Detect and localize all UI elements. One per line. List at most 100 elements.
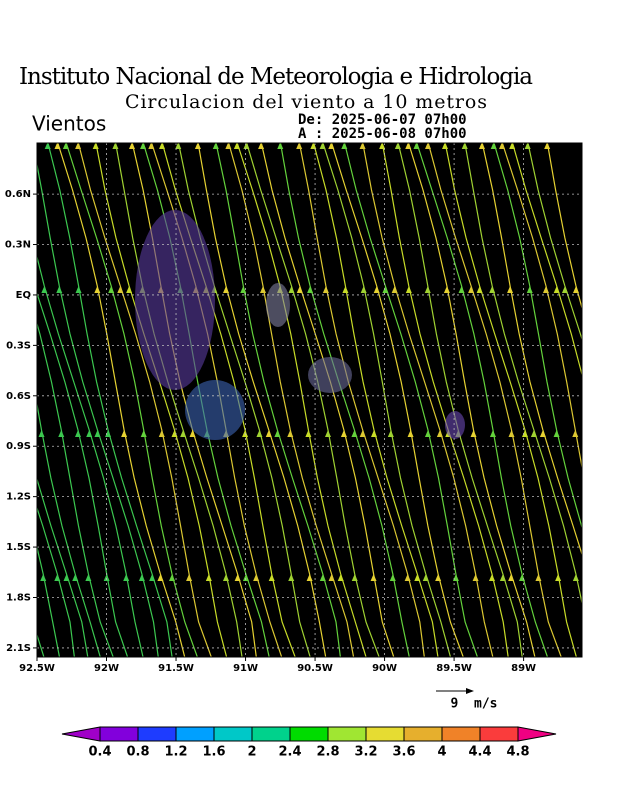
streamline-arrow [594, 574, 600, 581]
streamline-arrow [405, 143, 412, 149]
streamline-arrow [530, 430, 537, 437]
streamline-arrow [296, 286, 303, 293]
streamline-arrow [75, 143, 82, 149]
streamline-arrow [38, 430, 45, 437]
streamline-arrow [260, 286, 267, 293]
streamline-arrow [306, 574, 313, 581]
colorbar-box [99, 726, 139, 742]
y-tick-label: 0.9S [6, 441, 31, 452]
reference-arrowhead [466, 688, 474, 694]
colorbar-label: 1.6 [202, 745, 225, 760]
streamline-arrow [351, 574, 358, 581]
streamline-arrow [488, 574, 495, 581]
streamline-arrow [603, 574, 609, 581]
streamline-arrow [288, 574, 295, 581]
streamline-arrow [592, 430, 598, 437]
streamline-arrow [342, 286, 349, 293]
streamline-arrow [478, 143, 485, 149]
streamline-arrow [233, 143, 240, 149]
streamline-arrow [489, 430, 496, 437]
streamline [416, 143, 549, 657]
streamline-arrow [75, 286, 82, 293]
streamline-arrow [424, 430, 431, 437]
streamline-arrow [337, 574, 344, 581]
colorbar-box [441, 726, 481, 742]
streamline-arrow [413, 143, 420, 149]
streamline-arrow [319, 143, 326, 149]
streamline-arrow [509, 143, 516, 149]
x-tick-label: 89W [511, 663, 536, 674]
streamline-arrow [436, 430, 443, 437]
streamline [0, 94, 34, 670]
streamline-arrow [322, 286, 329, 293]
streamline-arrow [310, 143, 317, 149]
streamline-arrow [319, 574, 326, 581]
streamline [65, 143, 198, 657]
streamline-arrow [443, 286, 450, 293]
streamline [77, 143, 212, 657]
streamline [197, 143, 327, 657]
streamline-arrow [205, 574, 212, 581]
streamline-arrow [126, 286, 133, 293]
streamline-arrow [274, 430, 281, 437]
streamline-arrow [371, 430, 378, 437]
streamline-arrow [539, 430, 546, 437]
streamline [161, 143, 296, 657]
subtitle: Circulacion del viento a 10 metros [125, 91, 487, 113]
island [266, 283, 290, 327]
colorbar-box [175, 726, 215, 742]
streamline-arrow [585, 574, 591, 581]
y-tick-label: 2.1S [6, 643, 31, 654]
streamline-arrow [157, 574, 164, 581]
streamline-arrow [394, 143, 401, 149]
colorbar-label: 4.8 [506, 745, 529, 760]
streamline [407, 143, 536, 657]
streamline-arrow [121, 430, 128, 437]
streamline-arrow [307, 286, 314, 293]
date-to: A : 2025-06-08 07h00 [298, 126, 467, 142]
streamline-arrow [387, 430, 394, 437]
streamline-arrow [186, 574, 193, 581]
colorbar-label: 1.2 [164, 745, 187, 760]
streamline-arrow [58, 430, 65, 437]
streamline-arrow [507, 286, 514, 293]
streamline [37, 254, 144, 657]
streamline-arrow [85, 574, 92, 581]
streamline-arrow [117, 286, 124, 293]
streamline-arrow [499, 143, 506, 149]
streamline-arrow [9, 430, 15, 437]
streamline-arrow [542, 286, 549, 293]
streamline-arrow [54, 143, 61, 149]
x-tick-label: 91.5W [158, 663, 194, 674]
streamline-arrow [472, 574, 479, 581]
y-tick-label: 0.6S [6, 391, 31, 402]
streamline-arrow [389, 574, 396, 581]
streamline-arrow [30, 142, 36, 149]
streamline-arrow [555, 574, 562, 581]
streamline [501, 143, 582, 471]
streamline-arrow [573, 286, 580, 293]
colorbar-label: 3.6 [392, 745, 415, 760]
colorbar-box [403, 726, 443, 742]
streamline-arrow [74, 430, 81, 437]
streamline-arrow [288, 286, 295, 293]
streamline-arrow [404, 574, 411, 581]
streamline-arrow [553, 430, 560, 437]
colorbar-label: 0.8 [126, 745, 149, 760]
streamline-arrow [240, 286, 247, 293]
streamline-arrow [40, 574, 47, 581]
streamline-arrow [256, 430, 263, 437]
streamline-arrow [382, 286, 389, 293]
streamline-arrow [242, 430, 249, 437]
streamline-arrow [148, 143, 155, 149]
streamline [37, 321, 114, 657]
streamline-arrow [253, 574, 260, 581]
y-tick-label: 0.3S [6, 340, 31, 351]
colorbar-box [365, 726, 405, 742]
colorbar: 0.4 0.8 1.2 1.6 2 2.4 2.8 3.2 3.6 4 4.4 4.8 [61, 726, 557, 760]
streamline [464, 143, 582, 606]
colorbar-extension [517, 726, 557, 742]
streamline [397, 143, 523, 657]
x-tick-label: 91W [233, 663, 258, 674]
